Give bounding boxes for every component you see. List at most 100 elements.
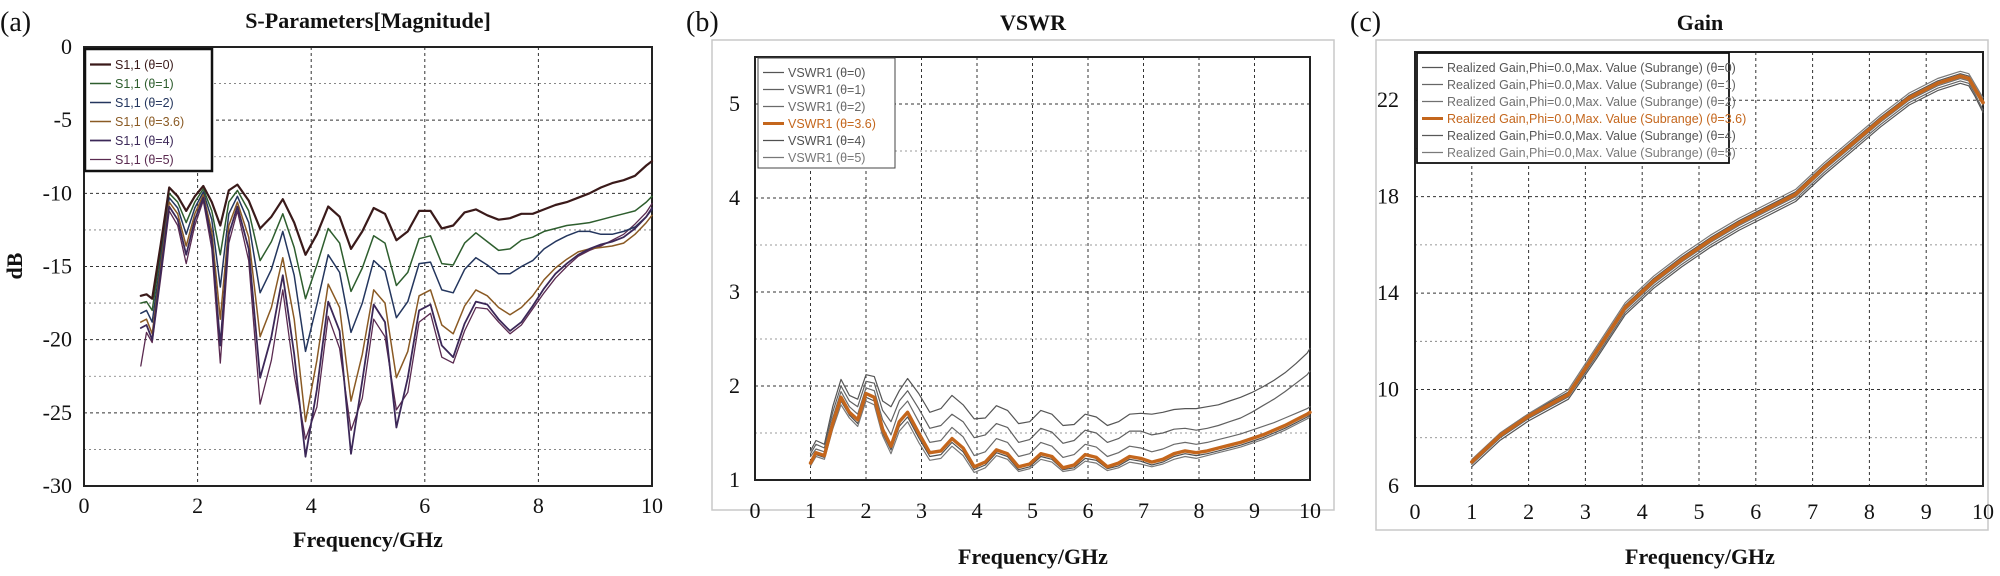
legend-box bbox=[83, 47, 214, 173]
series-line-1 bbox=[1471, 82, 1984, 468]
x-tick-label: 2 bbox=[861, 498, 872, 523]
legend-entry: S1,1 (θ=1) bbox=[115, 77, 174, 91]
x-tick-label: 2 bbox=[192, 493, 203, 518]
x-tick-label: 7 bbox=[1138, 498, 1149, 523]
series-line-4 bbox=[1470, 74, 1985, 464]
x-tick-label: 9 bbox=[1249, 498, 1260, 523]
chart-title: Gain bbox=[1677, 10, 1723, 35]
y-tick-label: 0 bbox=[61, 34, 72, 59]
chart-title: S-Parameters[Magnitude] bbox=[245, 8, 491, 33]
legend-entry: S1,1 (θ=3.6) bbox=[115, 115, 184, 129]
y-tick-label: 1 bbox=[729, 467, 740, 492]
x-tick-label: 10 bbox=[1972, 499, 1994, 524]
y-tick-label: 4 bbox=[729, 185, 740, 210]
x-tick-label: 1 bbox=[805, 498, 816, 523]
legend-entry: VSWR1 (θ=0) bbox=[788, 66, 865, 80]
legend-entry: VSWR1 (θ=1) bbox=[788, 83, 865, 97]
series-group bbox=[139, 160, 654, 458]
y-tick-label: 14 bbox=[1377, 280, 1399, 305]
legend-entry: S1,1 (θ=2) bbox=[115, 96, 174, 110]
legend-entry: Realized Gain,Phi=0.0,Max. Value (Subran… bbox=[1447, 112, 1746, 126]
series-line-4 bbox=[808, 391, 1312, 470]
x-axis-label: Frequency/GHz bbox=[958, 544, 1108, 569]
x-tick-label: 0 bbox=[1410, 499, 1421, 524]
series-line-1 bbox=[139, 160, 654, 300]
x-axis-label: Frequency/GHz bbox=[1625, 544, 1775, 569]
plot-area bbox=[1414, 51, 1984, 487]
plot-area bbox=[83, 46, 653, 487]
legend-entry: S1,1 (θ=0) bbox=[115, 58, 174, 72]
y-tick-label: 22 bbox=[1377, 87, 1399, 112]
series-line-6 bbox=[809, 400, 1311, 474]
y-tick-label: -10 bbox=[43, 180, 72, 205]
legend-entry: VSWR1 (θ=3.6) bbox=[788, 117, 876, 131]
legend-entry: S1,1 (θ=4) bbox=[115, 134, 174, 148]
panel-label: (b) bbox=[686, 7, 719, 38]
x-tick-label: 0 bbox=[750, 498, 761, 523]
x-tick-label: 5 bbox=[1694, 499, 1705, 524]
series-line-2 bbox=[140, 188, 653, 312]
y-tick-label: 6 bbox=[1388, 473, 1399, 498]
y-tick-label: -25 bbox=[43, 400, 72, 425]
series-line-3 bbox=[140, 191, 653, 353]
y-tick-label: -20 bbox=[43, 327, 72, 352]
series-group bbox=[808, 347, 1312, 474]
series-line-3 bbox=[809, 387, 1311, 458]
legend-entry: VSWR1 (θ=4) bbox=[788, 134, 865, 148]
legend-box bbox=[1416, 52, 1730, 164]
panel-label: (a) bbox=[0, 7, 31, 38]
y-tick-label: 2 bbox=[729, 373, 740, 398]
x-tick-label: 6 bbox=[419, 493, 430, 518]
legend-entry: VSWR1 (θ=2) bbox=[788, 100, 865, 114]
legend-entry: Realized Gain,Phi=0.0,Max. Value (Subran… bbox=[1447, 61, 1736, 75]
legend: Realized Gain,Phi=0.0,Max. Value (Subran… bbox=[1416, 52, 1746, 164]
x-tick-label: 8 bbox=[1864, 499, 1875, 524]
x-tick-label: 0 bbox=[79, 493, 90, 518]
legend-box bbox=[757, 57, 896, 169]
x-tick-label: 4 bbox=[972, 498, 983, 523]
y-tick-label: 10 bbox=[1377, 377, 1399, 402]
y-tick-label: 3 bbox=[729, 279, 740, 304]
x-tick-label: 3 bbox=[1580, 499, 1591, 524]
x-axis-label: Frequency/GHz bbox=[293, 527, 443, 552]
x-tick-label: 9 bbox=[1921, 499, 1932, 524]
panel-1: (a) S-Parameters[Magnitude] 0 2 4 6 8 10 0 -5 -10 -… bbox=[0, 7, 663, 552]
series-group bbox=[1470, 70, 1985, 468]
x-tick-label: 4 bbox=[306, 493, 317, 518]
x-tick-label: 6 bbox=[1750, 499, 1761, 524]
plot-area bbox=[754, 56, 1311, 481]
legend: S1,1 (θ=0) S1,1 (θ=1) S1,1 (θ=2) S1,1 (θ=3.… bbox=[83, 47, 214, 173]
x-tick-label: 2 bbox=[1523, 499, 1534, 524]
y-axis-label: dB bbox=[2, 252, 27, 279]
x-tick-label: 3 bbox=[916, 498, 927, 523]
panel-label: (c) bbox=[1350, 7, 1381, 38]
legend-entry: Realized Gain,Phi=0.0,Max. Value (Subran… bbox=[1447, 78, 1736, 92]
y-tick-label: 18 bbox=[1377, 184, 1399, 209]
y-tick-label: -30 bbox=[43, 473, 72, 498]
x-tick-label: 10 bbox=[641, 493, 663, 518]
x-tick-label: 10 bbox=[1299, 498, 1321, 523]
y-tick-label: -5 bbox=[54, 107, 72, 132]
x-tick-label: 8 bbox=[533, 493, 544, 518]
legend: VSWR1 (θ=0) VSWR1 (θ=1) VSWR1 (θ=2) VSWR1 (… bbox=[757, 57, 896, 169]
panel-frame bbox=[1375, 39, 1989, 531]
legend-entry: VSWR1 (θ=5) bbox=[788, 151, 865, 165]
x-tick-label: 5 bbox=[1027, 498, 1038, 523]
x-tick-label: 6 bbox=[1083, 498, 1094, 523]
y-tick-label: 5 bbox=[729, 91, 740, 116]
x-tick-label: 8 bbox=[1194, 498, 1205, 523]
x-tick-label: 7 bbox=[1807, 499, 1818, 524]
legend-entry: Realized Gain,Phi=0.0,Max. Value (Subran… bbox=[1447, 129, 1736, 143]
chart-title: VSWR bbox=[1000, 10, 1067, 35]
series-line-5 bbox=[139, 196, 653, 458]
panel-3: (c) Gain 0 1 2 3 4 5 6 7 8 9 10 6 10 14 18 22 Frequency/GH… bbox=[1350, 7, 1994, 569]
series-line-1 bbox=[809, 347, 1311, 452]
series-line-6 bbox=[1471, 70, 1984, 461]
y-tick-label: -15 bbox=[43, 254, 72, 279]
legend-entry: Realized Gain,Phi=0.0,Max. Value (Subran… bbox=[1447, 146, 1736, 160]
x-tick-label: 1 bbox=[1466, 499, 1477, 524]
series-line-2 bbox=[809, 370, 1311, 455]
